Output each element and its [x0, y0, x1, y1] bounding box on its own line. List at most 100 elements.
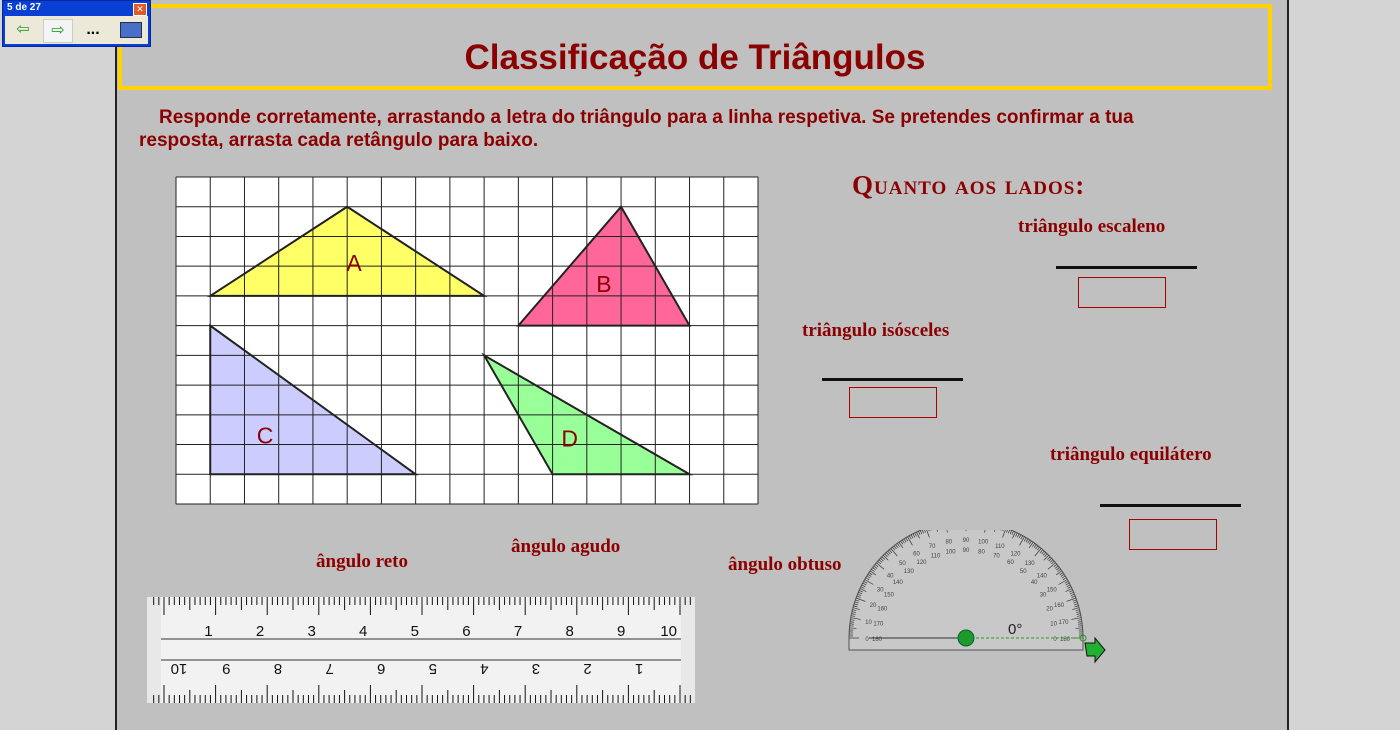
protractor-number: 60: [913, 551, 920, 557]
protractor-tick: [855, 599, 860, 602]
label-equilatero: triângulo equilátero: [1050, 444, 1212, 465]
protractor-tick: [1060, 573, 1065, 577]
protractor-tick: [1075, 609, 1080, 612]
protractor-tick: [936, 530, 938, 532]
fullscreen-icon: [120, 21, 142, 38]
protractor-number: 180: [872, 637, 883, 643]
ruler-number-inverted: 7: [325, 660, 333, 677]
protractor-tick: [861, 584, 866, 588]
protractor-tick: [850, 619, 855, 621]
protractor-tick: [1076, 615, 1081, 617]
protractor-number: 0: [1053, 637, 1057, 643]
check-box-escaleno[interactable]: [1078, 277, 1166, 308]
protractor-tick: [1065, 582, 1070, 586]
protractor-tick: [1047, 562, 1056, 570]
ruler-number-inverted: 3: [532, 660, 540, 677]
label-escaleno: triângulo escaleno: [1018, 216, 1166, 237]
protractor-tick: [1036, 546, 1040, 551]
protractor-tick: [860, 586, 865, 589]
protractor-tick: [852, 609, 857, 612]
protractor-tick: [914, 532, 917, 537]
ruler-number: 2: [256, 623, 264, 640]
protractor-tick: [1065, 588, 1073, 592]
ruler-number-inverted: 5: [429, 660, 437, 677]
protractor-tick: [1051, 560, 1055, 565]
protractor-tick: [907, 536, 913, 546]
protractor-number: 170: [873, 622, 884, 628]
protractor-tick: [1074, 605, 1079, 608]
protractor-number: 150: [1047, 588, 1058, 594]
protractor-tick: [1069, 590, 1074, 593]
protractor-tick: [883, 555, 889, 561]
ruler[interactable]: 1 1 2 2 3 3 4 4 5 5 6 6 7 7 8 8 9 9 10 10: [147, 597, 695, 703]
protractor-tick: [946, 530, 948, 533]
ruler-number: 3: [307, 623, 315, 640]
arrow-left-icon: ⇦: [16, 21, 30, 38]
protractor-tick: [1076, 613, 1081, 615]
protractor-tick: [916, 531, 920, 539]
protractor-tick: [872, 567, 876, 571]
protractor-tick: [1047, 556, 1051, 560]
protractor-number: 110: [931, 553, 941, 559]
close-button[interactable]: ✕: [133, 3, 147, 16]
protractor-tick: [885, 552, 890, 556]
protractor-number: 70: [993, 553, 1000, 559]
check-box-isosceles[interactable]: [849, 387, 937, 418]
protractor-tick: [994, 530, 996, 532]
answer-line-equilatero[interactable]: [1100, 504, 1241, 507]
protractor-tick: [910, 534, 914, 539]
answer-line-escaleno[interactable]: [1056, 266, 1197, 269]
protractor-tick: [1072, 607, 1080, 610]
protractor-number: 10: [1050, 622, 1057, 628]
protractor-number: 40: [1031, 580, 1038, 586]
label-isosceles: triângulo isósceles: [802, 320, 950, 341]
protractor[interactable]: 1800170101602015030140401305012060110701…: [845, 530, 1115, 665]
triangle-outline: [206, 205, 488, 297]
triangle-label: C: [257, 423, 274, 449]
ruler-number: 6: [462, 623, 470, 640]
ruler-number: 4: [359, 623, 367, 640]
protractor-tick: [1002, 530, 1006, 538]
protractor-tick: [900, 540, 904, 545]
protractor-tick: [854, 601, 859, 604]
protractor-tick: [1008, 530, 1011, 534]
ruler-number-inverted: 1: [635, 660, 643, 677]
protractor-tick: [1006, 530, 1008, 533]
protractor-tick: [869, 570, 877, 576]
answer-line-isosceles[interactable]: [822, 378, 963, 381]
protractor-tick: [912, 533, 916, 538]
protractor-tick: [1071, 595, 1076, 598]
protractor-tick: [924, 530, 926, 533]
ruler-number-inverted: 10: [171, 660, 188, 677]
protractor-tick: [1077, 621, 1082, 623]
protractor-angle: 0°: [1008, 621, 1023, 638]
next-button[interactable]: ⇨: [43, 19, 73, 43]
protractor-tick: [1055, 570, 1063, 576]
protractor-tick: [1020, 535, 1024, 540]
protractor-tick: [877, 560, 881, 565]
fullscreen-button[interactable]: [117, 19, 145, 41]
check-box-equilatero[interactable]: [1129, 519, 1217, 550]
protractor-tick: [1059, 572, 1064, 576]
protractor-number: 50: [899, 561, 906, 567]
protractor-number: 180: [1060, 637, 1071, 643]
prev-button[interactable]: ⇦: [9, 19, 37, 41]
protractor-tick: [1035, 545, 1039, 550]
protractor-tick: [926, 530, 930, 538]
protractor-tick: [895, 544, 899, 548]
protractor-tick: [908, 535, 912, 540]
more-button[interactable]: ...: [86, 21, 100, 38]
protractor-tick: [903, 538, 907, 543]
protractor-tick: [1027, 539, 1031, 544]
protractor-center-handle: [957, 629, 975, 647]
ruler-number: 7: [514, 623, 522, 640]
protractor-number: 100: [978, 540, 989, 546]
protractor-number: 0: [865, 637, 869, 643]
protractor-tick: [850, 617, 861, 620]
protractor-number: 90: [963, 548, 970, 554]
protractor-number: 110: [995, 544, 1005, 550]
protractor-tick: [858, 591, 863, 595]
protractor-tick: [898, 541, 904, 549]
protractor-tick: [1057, 568, 1061, 572]
